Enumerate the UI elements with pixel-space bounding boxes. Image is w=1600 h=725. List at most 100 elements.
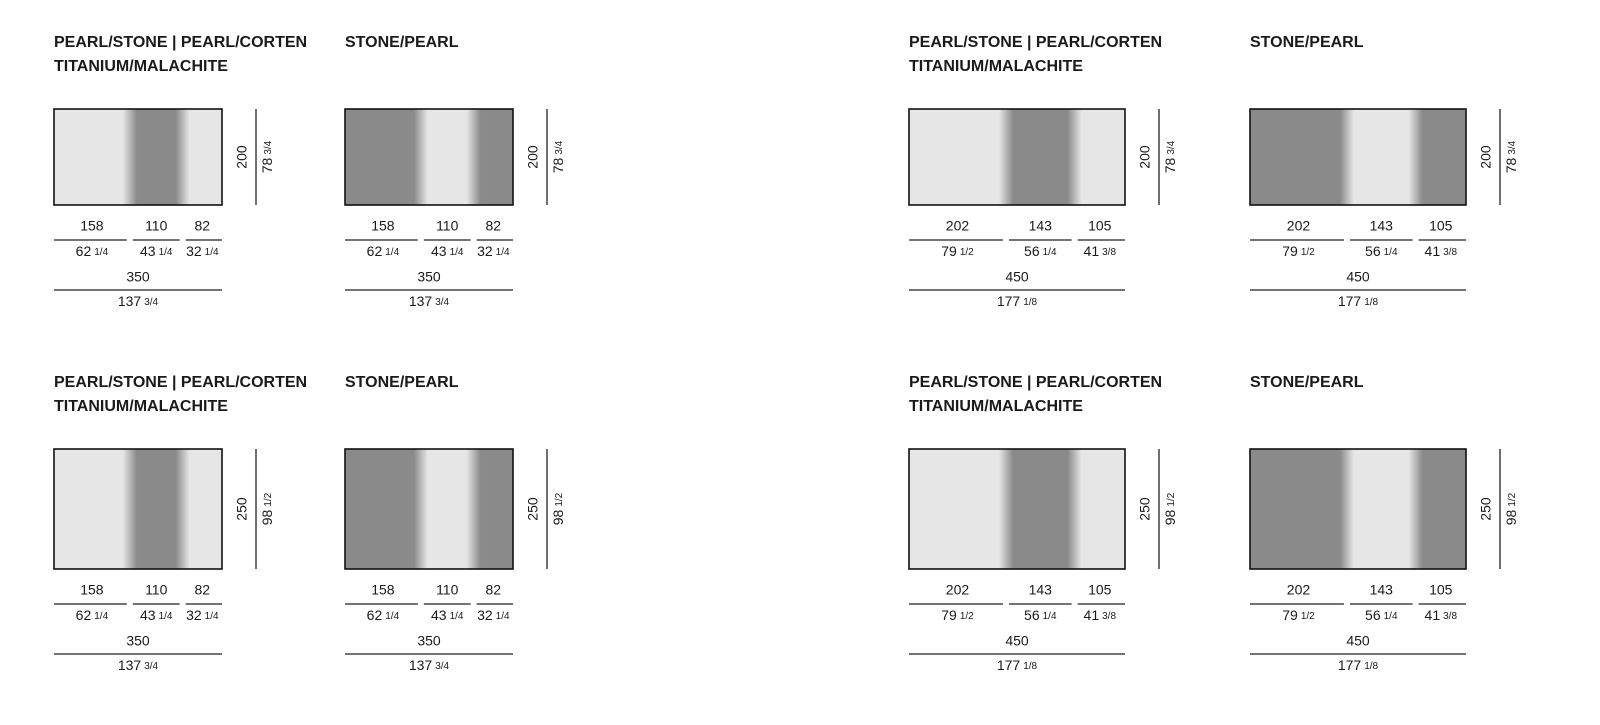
inch-fraction: 3/4	[1507, 140, 1518, 154]
inch-whole: 78	[1503, 157, 1519, 173]
rug-shape	[53, 448, 223, 570]
inch-whole: 32	[477, 607, 493, 623]
inch-whole: 62	[367, 607, 383, 623]
segment-in: 43 1/4	[140, 243, 173, 259]
segment-cm: 202	[1287, 582, 1311, 598]
total-cm: 350	[417, 633, 441, 649]
inch-fraction: 1/4	[94, 611, 108, 622]
inch-fraction: 1/8	[1023, 661, 1037, 672]
segment-cm: 82	[486, 218, 502, 234]
inch-whole: 98	[550, 509, 566, 525]
height-in: 783/4	[1503, 140, 1519, 173]
segment-cm: 110	[436, 582, 459, 598]
segment-in: 62 1/4	[367, 243, 400, 259]
inch-fraction: 1/4	[1384, 247, 1398, 258]
segment-cm: 82	[195, 218, 211, 234]
segment-cm: 105	[1088, 582, 1112, 598]
inch-fraction: 3/4	[144, 661, 158, 672]
height-in: 981/2	[1162, 492, 1178, 525]
segment-in: 32 1/4	[477, 243, 510, 259]
segment-in: 41 3/8	[1425, 243, 1458, 259]
rug-shape	[908, 108, 1126, 206]
segment-cm: 143	[1370, 582, 1394, 598]
inch-fraction: 1/4	[450, 247, 464, 258]
total-in: 177 1/8	[997, 657, 1038, 673]
total-cm: 450	[1346, 633, 1370, 649]
inch-whole: 56	[1024, 243, 1040, 259]
inch-fraction: 1/4	[1384, 611, 1398, 622]
total-cm: 450	[1005, 269, 1029, 285]
height-cm: 250	[234, 497, 250, 521]
rug-shape	[344, 448, 514, 570]
segment-in: 41 3/8	[1084, 243, 1117, 259]
segment-in: 32 1/4	[186, 243, 219, 259]
segment-cm: 202	[1287, 218, 1311, 234]
inch-fraction: 3/8	[1102, 611, 1116, 622]
inch-fraction: 3/4	[144, 297, 158, 308]
inch-whole: 78	[1162, 157, 1178, 173]
height-in: 981/2	[259, 492, 275, 525]
inch-whole: 79	[1282, 243, 1298, 259]
inch-fraction: 1/4	[205, 611, 219, 622]
inch-fraction: 1/8	[1364, 297, 1378, 308]
height-cm: 200	[1137, 145, 1153, 169]
segment-in: 79 1/2	[1282, 607, 1315, 623]
inch-whole: 137	[409, 293, 433, 309]
inch-whole: 41	[1425, 243, 1441, 259]
inch-whole: 177	[1338, 293, 1362, 309]
inch-whole: 56	[1365, 243, 1381, 259]
segment-in: 62 1/4	[76, 243, 109, 259]
inch-fraction: 1/8	[1023, 297, 1037, 308]
inch-fraction: 1/4	[1043, 611, 1057, 622]
rug-shape	[53, 108, 223, 206]
inch-fraction: 3/8	[1102, 247, 1116, 258]
panel-title: STONE/PEARL	[1250, 374, 1364, 391]
inch-fraction: 3/8	[1443, 247, 1457, 258]
segment-in: 32 1/4	[186, 607, 219, 623]
inch-fraction: 3/4	[435, 297, 449, 308]
segment-cm: 105	[1429, 218, 1453, 234]
inch-whole: 41	[1084, 607, 1100, 623]
total-cm: 450	[1346, 269, 1370, 285]
inch-fraction: 1/8	[1364, 661, 1378, 672]
segment-cm: 105	[1429, 582, 1453, 598]
panel-title: STONE/PEARL	[1250, 34, 1364, 51]
segment-in: 32 1/4	[477, 607, 510, 623]
segment-in: 56 1/4	[1024, 607, 1057, 623]
inch-whole: 79	[1282, 607, 1298, 623]
inch-whole: 32	[186, 243, 202, 259]
panel-title: TITANIUM/MALACHITE	[909, 398, 1083, 415]
segment-cm: 143	[1029, 582, 1053, 598]
rug-shape	[1249, 448, 1467, 570]
inch-fraction: 1/4	[496, 247, 510, 258]
height-in: 783/4	[550, 140, 566, 173]
total-in: 177 1/8	[1338, 293, 1379, 309]
inch-whole: 62	[76, 243, 92, 259]
inch-whole: 62	[367, 243, 383, 259]
inch-whole: 41	[1425, 607, 1441, 623]
total-in: 137 3/4	[118, 293, 159, 309]
height-in: 981/2	[1503, 492, 1519, 525]
inch-whole: 98	[1503, 509, 1519, 525]
inch-fraction: 1/2	[960, 611, 974, 622]
inch-fraction: 1/2	[1507, 492, 1518, 506]
segment-cm: 105	[1088, 218, 1112, 234]
inch-fraction: 1/2	[263, 492, 274, 506]
inch-whole: 43	[431, 243, 447, 259]
height-in: 981/2	[550, 492, 566, 525]
panel-title: TITANIUM/MALACHITE	[54, 58, 228, 75]
panel-title: TITANIUM/MALACHITE	[909, 58, 1083, 75]
height-cm: 200	[525, 145, 541, 169]
inch-fraction: 1/2	[1301, 247, 1315, 258]
inch-whole: 62	[76, 607, 92, 623]
inch-whole: 177	[997, 657, 1021, 673]
segment-in: 43 1/4	[431, 607, 464, 623]
segment-cm: 82	[486, 582, 502, 598]
inch-fraction: 1/4	[205, 247, 219, 258]
segment-in: 79 1/2	[1282, 243, 1315, 259]
panel-title: TITANIUM/MALACHITE	[54, 398, 228, 415]
segment-in: 79 1/2	[941, 607, 974, 623]
inch-whole: 98	[259, 509, 275, 525]
height-cm: 200	[234, 145, 250, 169]
inch-whole: 32	[186, 607, 202, 623]
